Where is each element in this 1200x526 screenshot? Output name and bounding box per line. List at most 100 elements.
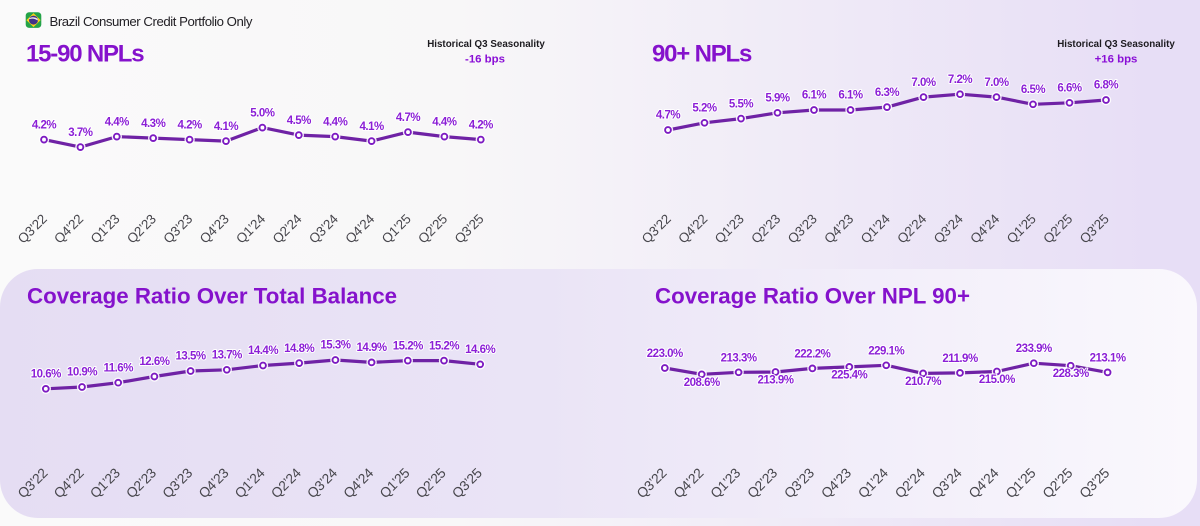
svg-text:Q1’25: Q1’25 [1004,212,1039,247]
svg-text:Q3’23: Q3’23 [785,212,820,247]
svg-text:Q3’23: Q3’23 [160,212,195,247]
svg-text:Q3’24: Q3’24 [931,211,966,246]
svg-text:223.0%: 223.0% [647,348,683,360]
svg-text:Q3’22: Q3’22 [15,212,50,247]
svg-text:90+ NPLs: 90+ NPLs [652,41,752,68]
svg-text:Q4’24: Q4’24 [341,465,377,501]
svg-text:Q1’23: Q1’23 [712,212,747,247]
svg-text:5.5%: 5.5% [729,98,753,110]
svg-text:Q2’23: Q2’23 [745,465,781,501]
svg-text:-16 bps: -16 bps [465,54,505,66]
svg-text:215.0%: 215.0% [979,374,1015,386]
svg-text:Q2’25: Q2’25 [1040,212,1075,247]
svg-text:208.6%: 208.6% [684,377,720,389]
svg-text:213.9%: 213.9% [757,375,793,387]
svg-text:Q4’22: Q4’22 [675,212,710,247]
svg-text:4.2%: 4.2% [177,119,201,131]
svg-text:Q3’25: Q3’25 [449,465,485,501]
svg-text:Q4’22: Q4’22 [51,466,87,502]
svg-text:4.5%: 4.5% [287,115,311,127]
svg-text:Q3’25: Q3’25 [1077,212,1112,247]
svg-text:4.7%: 4.7% [656,110,680,122]
svg-text:Q1’25: Q1’25 [379,212,414,247]
svg-text:Q4’24: Q4’24 [967,211,1002,246]
svg-text:Q3’24: Q3’24 [304,465,340,501]
svg-text:Q3’22: Q3’22 [639,212,674,247]
svg-text:4.3%: 4.3% [141,118,165,130]
svg-text:Q1’25: Q1’25 [377,465,413,501]
svg-text:Q4’22: Q4’22 [51,212,86,247]
svg-text:Q2’24: Q2’24 [892,465,928,501]
svg-text:13.7%: 13.7% [212,350,242,362]
svg-text:Q3’24: Q3’24 [306,211,341,246]
svg-text:Q2’25: Q2’25 [413,465,449,501]
svg-text:6.6%: 6.6% [1057,83,1081,95]
svg-text:Brazil Consumer Credit Portfol: Brazil Consumer Credit Portfolio Only [50,14,253,29]
svg-text:Q1’24: Q1’24 [858,211,893,246]
svg-text:4.7%: 4.7% [396,112,420,124]
svg-text:15.2%: 15.2% [429,340,459,352]
svg-text:4.1%: 4.1% [359,121,383,133]
svg-text:7.0%: 7.0% [911,77,935,89]
svg-text:Q4’23: Q4’23 [196,465,232,501]
svg-text:Q4’22: Q4’22 [671,466,707,502]
svg-text:Q3’22: Q3’22 [634,466,670,502]
svg-text:4.4%: 4.4% [432,116,456,128]
svg-text:Q4’23: Q4’23 [818,465,854,501]
svg-text:Q2’25: Q2’25 [1040,465,1076,501]
svg-text:Coverage Ratio Over Total Bala: Coverage Ratio Over Total Balance [27,284,397,309]
svg-text:Q1’23: Q1’23 [708,465,744,501]
svg-text:210.7%: 210.7% [905,376,941,388]
svg-text:14.6%: 14.6% [465,344,495,356]
svg-text:5.2%: 5.2% [692,103,716,115]
svg-text:Q1’24: Q1’24 [855,465,891,501]
svg-text:Historical Q3 Seasonality: Historical Q3 Seasonality [427,39,545,50]
svg-text:15-90 NPLs: 15-90 NPLs [26,41,144,68]
svg-text:Q3’24: Q3’24 [929,465,965,501]
svg-text:Q2’24: Q2’24 [268,465,304,501]
svg-text:Q3’25: Q3’25 [1077,465,1113,501]
svg-text:Q4’23: Q4’23 [821,212,856,247]
svg-text:213.1%: 213.1% [1090,352,1126,364]
svg-text:Coverage Ratio Over NPL 90+: Coverage Ratio Over NPL 90+ [655,284,970,309]
svg-text:Q2’24: Q2’24 [270,211,305,246]
svg-text:Q4’24: Q4’24 [342,211,377,246]
svg-text:14.4%: 14.4% [248,345,278,357]
svg-text:Q1’23: Q1’23 [88,212,123,247]
svg-text:233.9%: 233.9% [1016,343,1052,355]
svg-text:12.6%: 12.6% [139,356,169,368]
svg-text:10.6%: 10.6% [31,369,61,381]
svg-text:+16 bps: +16 bps [1095,54,1138,66]
svg-text:228.3%: 228.3% [1053,368,1089,380]
svg-text:4.4%: 4.4% [323,116,347,128]
svg-text:4.4%: 4.4% [105,116,129,128]
svg-text:6.1%: 6.1% [838,90,862,102]
svg-text:Q4’24: Q4’24 [966,465,1002,501]
svg-text:Historical Q3 Seasonality: Historical Q3 Seasonality [1057,39,1175,50]
svg-text:Q3’25: Q3’25 [452,212,487,247]
svg-text:14.9%: 14.9% [357,342,387,354]
svg-text:14.8%: 14.8% [284,343,314,355]
svg-text:4.2%: 4.2% [469,119,493,131]
svg-text:10.9%: 10.9% [67,367,97,379]
svg-text:7.2%: 7.2% [948,74,972,86]
svg-text:5.9%: 5.9% [765,93,789,105]
svg-text:3.7%: 3.7% [68,127,92,139]
svg-text:5.0%: 5.0% [250,107,274,119]
svg-text:Q2’24: Q2’24 [894,211,929,246]
svg-text:6.1%: 6.1% [802,90,826,102]
svg-text:Q2’23: Q2’23 [748,212,783,247]
svg-text:11.6%: 11.6% [103,362,133,374]
svg-text:Q4’23: Q4’23 [197,212,232,247]
svg-text:4.2%: 4.2% [32,119,56,131]
svg-text:7.0%: 7.0% [984,77,1008,89]
svg-text:Q3’23: Q3’23 [160,465,196,501]
svg-text:13.5%: 13.5% [176,351,206,363]
svg-text:Q2’23: Q2’23 [124,212,159,247]
svg-text:Q1’25: Q1’25 [1003,465,1039,501]
svg-text:6.3%: 6.3% [875,87,899,99]
svg-text:4.1%: 4.1% [214,121,238,133]
svg-text:Q3’23: Q3’23 [781,465,817,501]
svg-text:Q2’23: Q2’23 [123,465,159,501]
svg-text:211.9%: 211.9% [942,353,978,365]
